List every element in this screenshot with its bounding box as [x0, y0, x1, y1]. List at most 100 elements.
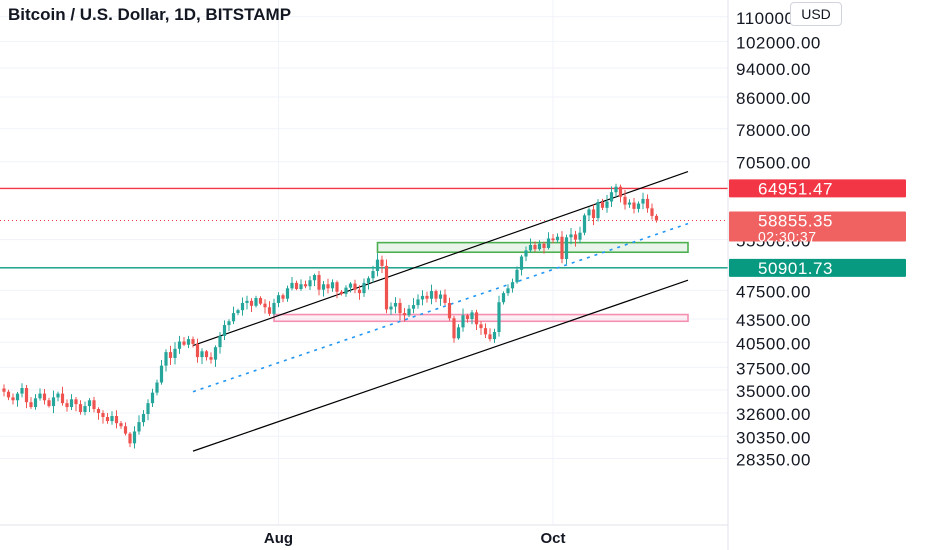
candle	[519, 254, 524, 276]
candle	[132, 426, 137, 449]
candle	[78, 400, 83, 415]
candle	[614, 183, 618, 197]
y-tick-label: 78000.00	[736, 121, 811, 140]
candle	[429, 284, 434, 305]
candle	[398, 298, 402, 321]
candle	[267, 301, 272, 316]
candle	[65, 399, 69, 412]
candle	[159, 360, 164, 385]
candle	[87, 398, 92, 412]
candle	[533, 241, 537, 252]
candle	[254, 295, 258, 308]
candle	[317, 271, 321, 296]
candle	[587, 207, 591, 221]
candle	[128, 432, 132, 448]
candle	[402, 308, 407, 322]
candle	[141, 410, 146, 427]
candle	[564, 234, 569, 265]
candle	[510, 278, 515, 293]
candle	[335, 280, 339, 299]
candle	[501, 291, 506, 305]
zones	[273, 241, 689, 323]
candle	[515, 266, 519, 284]
candle	[119, 421, 123, 429]
y-tick-label: 102000.00	[736, 33, 821, 52]
candle	[281, 293, 285, 303]
candle	[339, 289, 344, 296]
candle	[114, 410, 119, 429]
candle	[110, 411, 114, 425]
candle	[551, 234, 555, 244]
candle	[542, 241, 546, 254]
candle	[330, 279, 335, 292]
candle	[56, 391, 60, 402]
trend-channel	[192, 171, 689, 452]
candle	[407, 304, 411, 318]
candle	[6, 389, 11, 401]
candle	[524, 246, 528, 262]
candle	[492, 328, 497, 343]
y-tick-label: 47500.00	[736, 282, 811, 301]
candle	[285, 285, 290, 302]
candle	[546, 232, 551, 250]
y-tick-label: 37500.00	[736, 359, 811, 378]
y-tick-label: 94000.00	[736, 60, 811, 79]
candle	[294, 280, 299, 291]
y-tick-label: 32600.00	[736, 405, 811, 424]
candle	[623, 189, 627, 210]
candle	[506, 284, 510, 296]
price-axis[interactable]: 110000.00102000.0094000.0086000.0078000.…	[736, 9, 821, 470]
candle	[560, 231, 564, 264]
channel-upper-line	[192, 171, 689, 347]
candle	[164, 349, 168, 372]
candle	[497, 295, 501, 337]
candle	[474, 309, 479, 331]
candle	[609, 186, 614, 207]
candle	[209, 352, 213, 364]
candle	[627, 199, 632, 208]
candle	[582, 213, 587, 236]
candle	[420, 290, 425, 306]
candle	[447, 297, 452, 321]
candle	[411, 298, 416, 314]
y-tick-label: 35000.00	[736, 382, 811, 401]
candle	[438, 290, 443, 306]
candle	[650, 203, 654, 220]
candle	[177, 335, 182, 354]
candle	[38, 388, 42, 401]
candle	[218, 331, 222, 354]
candle	[227, 319, 231, 332]
candle	[92, 396, 96, 413]
candle	[470, 309, 474, 325]
candle	[636, 201, 641, 213]
price-label-value: 64951.47	[758, 179, 833, 198]
candle	[276, 292, 281, 308]
candle	[308, 276, 312, 291]
price-label-last	[729, 211, 906, 242]
candles	[2, 183, 659, 449]
candle	[573, 230, 578, 247]
candle	[290, 277, 294, 291]
candle	[150, 388, 155, 408]
time-axis[interactable]: Aug Oct	[264, 530, 566, 547]
candle	[578, 226, 582, 244]
grid	[0, 0, 728, 525]
candle	[11, 393, 15, 405]
candle	[15, 391, 20, 407]
candle	[74, 397, 78, 412]
candle	[393, 297, 398, 314]
currency-button[interactable]: USD	[790, 2, 842, 26]
candle	[204, 349, 209, 361]
y-tick-label: 43500.00	[736, 311, 811, 330]
candle	[200, 348, 204, 365]
y-tick-label: 40500.00	[736, 334, 811, 353]
y-tick-label: 70500.00	[736, 154, 811, 173]
candle	[51, 390, 56, 414]
candle	[303, 280, 308, 289]
candle	[488, 328, 492, 342]
candle	[443, 289, 447, 306]
candle	[528, 238, 533, 253]
y-tick-label: 86000.00	[736, 89, 811, 108]
candle	[182, 336, 186, 347]
